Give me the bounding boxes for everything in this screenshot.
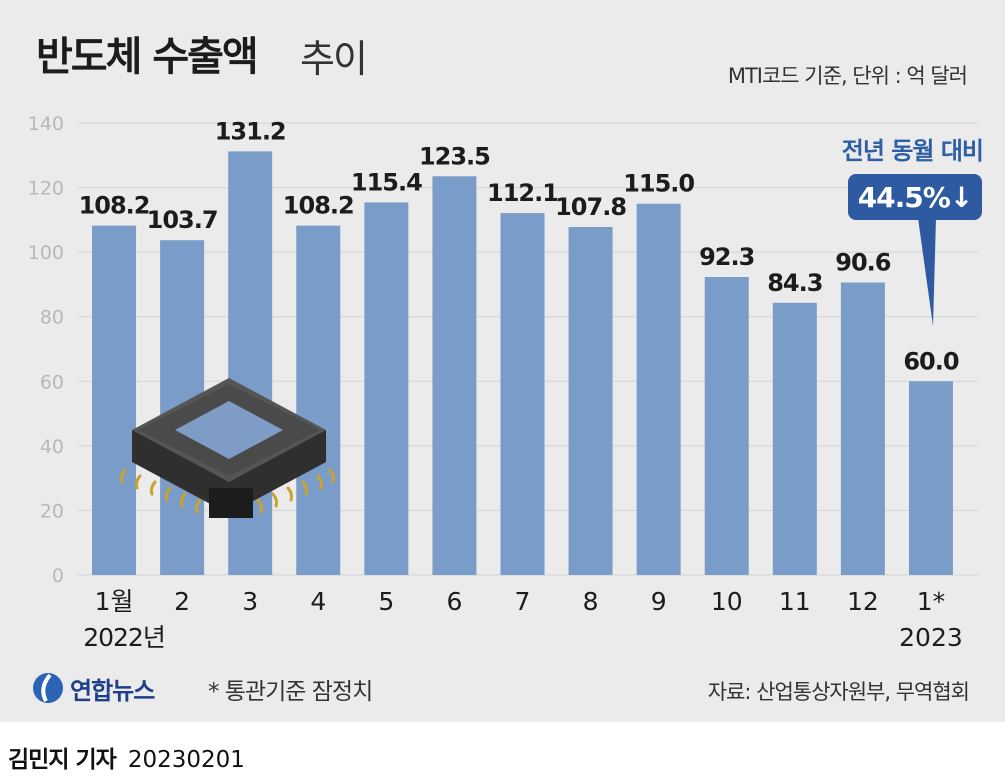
x-tick-label: 7 [515,587,531,616]
year-label: 2022년 [83,623,165,652]
data-label: 115.4 [351,168,422,196]
y-tick-label: 40 [40,436,64,458]
x-tick-label: 8 [583,587,599,616]
logo-text: 연합뉴스 [70,676,155,705]
data-label: 103.7 [147,206,218,234]
data-label: 131.2 [215,117,286,145]
y-tick-label: 60 [40,371,64,393]
y-tick-label: 0 [52,565,64,587]
bar [92,225,137,575]
x-tick-label: 10 [711,587,743,616]
x-tick-label: 4 [310,587,326,616]
bar [296,225,341,575]
source-note: 자료: 산업통상자원부, 무역협회 [707,680,970,704]
year-label: 2023 [899,623,963,652]
bar [840,282,885,575]
y-tick-label: 80 [40,307,64,329]
y-tick-label: 100 [28,242,64,264]
data-label: 60.0 [903,347,959,375]
data-label: 108.2 [79,192,150,220]
bar [568,226,613,575]
data-label: 84.3 [767,269,822,297]
bar [432,176,477,575]
data-label: 108.2 [283,192,354,220]
chart-subtitle: 추이 [300,37,368,81]
bar [704,277,749,575]
y-axis-ticks: 0 20 40 60 80 100 120 140 [28,113,64,587]
callout-label: 전년 동월 대비 [841,137,984,165]
x-tick-label: 9 [651,587,667,616]
x-tick-label: 11 [779,587,811,616]
data-labels: 108.2103.7131.2108.2115.4123.5112.1107.8… [79,117,960,375]
bar [772,302,817,575]
callout-badge: 44.5%↓ [848,174,982,220]
y-tick-label: 120 [28,178,64,200]
semiconductor-chip-icon [119,378,336,518]
x-tick-label: 6 [446,587,462,616]
bar [364,202,409,575]
x-tick-label: 2 [174,587,190,616]
footnote: * 통관기준 잠정치 [208,679,373,705]
yonhap-logo-icon [33,673,63,703]
data-label: 92.3 [699,243,754,271]
news-logo: 연합뉴스 [30,670,155,706]
byline-name: 김민지 기자 [8,747,117,773]
chart-title: 반도체 수출액 [36,34,259,80]
bar [908,381,953,575]
bar [636,203,681,575]
x-tick-label: 5 [378,587,394,616]
bar [500,213,545,575]
byline-date: 20230201 [127,747,245,773]
unit-note: MTI코드 기준, 단위 : 억 달러 [727,64,968,88]
bar-chart: 0 20 40 60 80 100 120 140 1월 2 3 4 5 6 7 8 9 10 11 12 1* 202… [28,113,978,652]
data-label: 107.8 [555,193,626,221]
data-label: 90.6 [835,248,891,276]
byline: 김민지 기자 20230201 [8,740,245,774]
x-tick-label: 3 [242,587,258,616]
data-label: 112.1 [487,179,558,207]
x-tick-label: 12 [847,587,879,616]
y-tick-label: 20 [40,500,64,522]
y-tick-label: 140 [28,113,64,135]
x-tick-label: 1* [917,587,945,616]
data-label: 115.0 [623,170,694,198]
data-label: 123.5 [419,142,490,170]
x-axis-labels: 1월 2 3 4 5 6 7 8 9 10 11 12 1* 2022년 2023 [83,587,963,652]
x-tick-label: 1월 [95,587,134,616]
